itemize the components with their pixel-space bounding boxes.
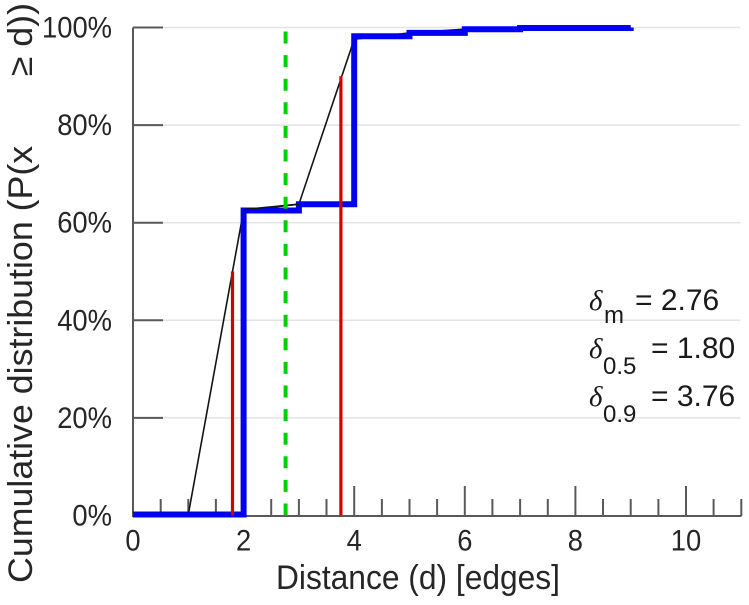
svg-text:4: 4 [347,525,362,558]
svg-text:0%: 0% [72,500,112,533]
svg-text:m: m [604,302,624,329]
svg-text:δ: δ [589,381,603,413]
svg-text:Cumulative distribution (P(x: Cumulative distribution (P(x ≥ d)) [2,3,40,583]
svg-text:0.9: 0.9 [603,401,636,428]
svg-text:10: 10 [671,525,702,558]
svg-text:20%: 20% [57,402,112,435]
svg-text:6: 6 [457,525,472,558]
svg-text:100%: 100% [42,12,112,45]
svg-text:80%: 80% [57,109,112,142]
svg-text:= 3.76: = 3.76 [651,380,735,413]
svg-text:= 2.76: = 2.76 [635,284,719,317]
svg-text:δ: δ [589,285,603,317]
svg-text:0: 0 [125,525,140,558]
svg-text:2: 2 [236,525,251,558]
svg-text:0.5: 0.5 [603,353,636,380]
svg-text:60%: 60% [57,207,112,240]
svg-text:40%: 40% [57,304,112,337]
svg-text:δ: δ [589,333,603,365]
svg-text:Distance (d) [edges]: Distance (d) [edges] [276,559,560,597]
svg-text:8: 8 [568,525,583,558]
svg-text:= 1.80: = 1.80 [651,332,735,365]
